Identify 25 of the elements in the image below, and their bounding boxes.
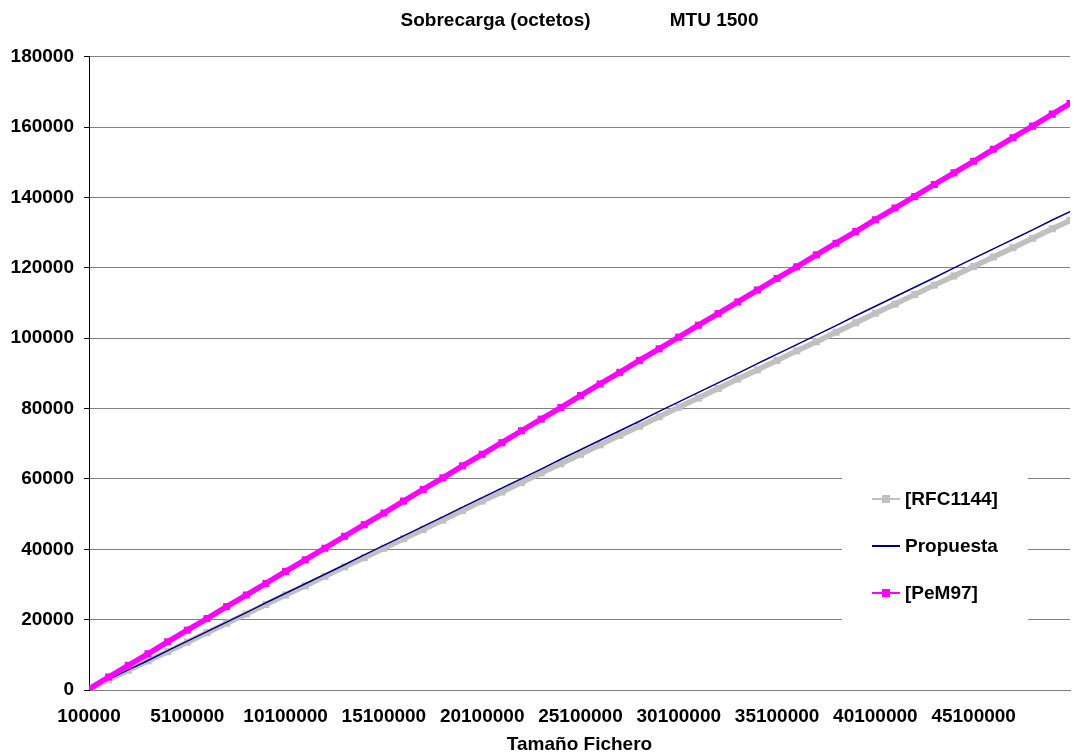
- chart-title: Sobrecarga (octetos) MTU 1500: [400, 8, 759, 30]
- y-tick-label: 0: [63, 678, 74, 700]
- y-tick-label: 160000: [10, 115, 74, 137]
- y-tick-label: 140000: [10, 185, 74, 207]
- x-tick-label: 30100000: [636, 704, 722, 726]
- x-tick-label: 45100000: [931, 704, 1016, 726]
- x-tick-label: 10100000: [243, 704, 328, 726]
- y-tick-label: 180000: [10, 45, 74, 67]
- x-tick-label: 25100000: [538, 704, 623, 726]
- x-tick-label: 100000: [57, 704, 121, 726]
- x-axis-title: Tamaño Fichero: [506, 732, 653, 754]
- x-tick-label: 40100000: [833, 704, 918, 726]
- y-tick-label: 40000: [21, 537, 74, 559]
- x-tick-label: 15100000: [341, 704, 427, 726]
- y-tick-label: 60000: [21, 467, 74, 489]
- y-tick-label: 20000: [21, 607, 74, 629]
- legend-label: [RFC1144]: [905, 487, 998, 510]
- x-tick-label: 5100000: [150, 704, 225, 726]
- y-tick-label: 120000: [10, 256, 74, 278]
- y-tick-label: 100000: [10, 326, 74, 348]
- legend-label: [PeM97]: [905, 581, 978, 604]
- x-tick-label: 20100000: [439, 704, 525, 726]
- legend-label: Propuesta: [905, 534, 998, 557]
- y-tick-label: 80000: [21, 396, 74, 418]
- x-tick-label: 35100000: [734, 704, 820, 726]
